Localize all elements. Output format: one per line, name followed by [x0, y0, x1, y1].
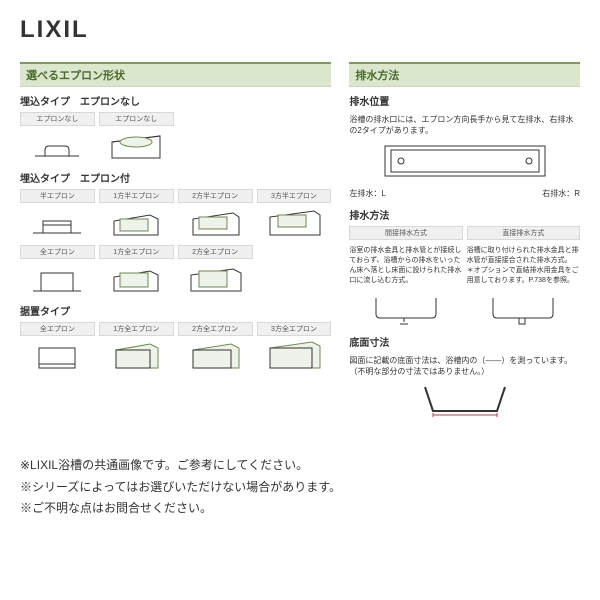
drainpos-title: 排水位置	[349, 93, 580, 108]
s2r1-tag-1: 2方半エプロン	[178, 189, 253, 203]
dm-desc-0: 浴室の排水金具と排水管とが接続しておらず、浴槽からの排水をいったん床へ落とし床面…	[349, 246, 462, 285]
s2r2-dia-side	[27, 261, 87, 297]
s2r2-item-0: 1方全エプロン	[99, 245, 174, 297]
foot-l3: ※ご不明な点はお問合せください。	[20, 498, 580, 520]
s2r1-item-0: 1方半エプロン	[99, 189, 174, 241]
section2-title: 埋込タイプ エプロン付	[20, 170, 331, 185]
s2r2-item-1: 2方全エプロン	[178, 245, 253, 297]
s3-dia-0	[106, 338, 166, 374]
right-column: 排水方法 排水位置 浴槽の排水口には、エプロン方向長手から見て左排水、右排水の2…	[349, 62, 580, 421]
s2r1-item-1: 2方半エプロン	[178, 189, 253, 241]
s2r2-tag-1: 2方全エプロン	[178, 245, 253, 259]
s2r2-dia-0	[106, 261, 166, 297]
s2r1-tag-2: 3方半エプロン	[257, 189, 332, 203]
s1-tag-0: エプロンなし	[20, 112, 95, 126]
left-column: 選べるエプロン形状 埋込タイプ エプロンなし エプロンなし エプロンなし 埋込タ…	[20, 62, 331, 421]
s3-item-1: 2方全エプロン	[178, 322, 253, 374]
drainpos-diagram	[375, 140, 555, 186]
s1-item-1: エプロンなし	[99, 112, 174, 164]
s2r1-dia-2	[264, 205, 324, 241]
s2r2-tag-0: 1方全エプロン	[99, 245, 174, 259]
drainpos-right-label: 右排水：R	[542, 188, 580, 199]
s3-tag-1: 2方全エプロン	[178, 322, 253, 336]
foot-l2: ※シリーズによってはお選びいただけない場合があります。	[20, 477, 580, 499]
s3-dia-2	[264, 338, 324, 374]
s3-side: 全エプロン	[20, 322, 95, 374]
bottom-diagram	[405, 381, 525, 421]
foot-l1: ※LIXIL浴槽の共通画像です。ご参考にしてください。	[20, 455, 580, 477]
section3-title: 据置タイプ	[20, 303, 331, 318]
footnote: ※LIXIL浴槽の共通画像です。ご参考にしてください。 ※シリーズによってはお選…	[20, 455, 580, 520]
dm-dia-1	[483, 290, 563, 326]
s2r2-dia-1	[185, 261, 245, 297]
dm-item-0: 間接排水方式 浴室の排水金具と排水管とが接続しておらず、浴槽からの排水をいったん…	[349, 226, 462, 325]
dm-dia-0	[366, 290, 446, 326]
s1-dia-1	[106, 128, 166, 164]
bottom-title: 底面寸法	[349, 334, 580, 349]
s3-sidelabel: 全エプロン	[20, 322, 95, 336]
s3-item-0: 1方全エプロン	[99, 322, 174, 374]
s2r1-sidelabel: 半エプロン	[20, 189, 95, 203]
brand-logo: LIXIL	[20, 16, 580, 44]
dm-item-1: 直接排水方式 浴槽に取り付けられた排水金具と排水管が直接接合された排水方式。 ＊…	[467, 226, 580, 325]
s2r2-side: 全エプロン	[20, 245, 95, 297]
left-title: 選べるエプロン形状	[20, 62, 331, 87]
section1-title: 埋込タイプ エプロンなし	[20, 93, 331, 108]
s2r1-side: 半エプロン	[20, 189, 95, 241]
bottom-note: 図面に記載の底面寸法は、浴槽内の（――）を測っています。 （不明な部分の寸法では…	[349, 355, 580, 377]
s3-item-2: 3方全エプロン	[257, 322, 332, 374]
s2r1-tag-0: 1方半エプロン	[99, 189, 174, 203]
s1-item-0: エプロンなし	[20, 112, 95, 164]
s1-dia-0	[27, 128, 87, 164]
s3-tag-2: 3方全エプロン	[257, 322, 332, 336]
s1-tag-1: エプロンなし	[99, 112, 174, 126]
drainpos-left-label: 左排水：L	[349, 188, 385, 199]
drainpos-note: 浴槽の排水口には、エプロン方向長手から見て左排水、右排水の2タイプがあります。	[349, 114, 580, 136]
s2r1-dia-0	[106, 205, 166, 241]
dm-tag-1: 直接排水方式	[467, 226, 580, 240]
s3-dia-side	[27, 338, 87, 374]
dm-desc-1: 浴槽に取り付けられた排水金具と排水管が直接接合された排水方式。 ＊オプションで直…	[467, 246, 580, 285]
s2r1-dia-side	[27, 205, 87, 241]
s2r2-sidelabel: 全エプロン	[20, 245, 95, 259]
s2r1-item-2: 3方半エプロン	[257, 189, 332, 241]
s2r1-dia-1	[185, 205, 245, 241]
s3-dia-1	[185, 338, 245, 374]
right-title: 排水方法	[349, 62, 580, 87]
dm-tag-0: 間接排水方式	[349, 226, 462, 240]
drainmethod-title: 排水方法	[349, 207, 580, 222]
s3-tag-0: 1方全エプロン	[99, 322, 174, 336]
